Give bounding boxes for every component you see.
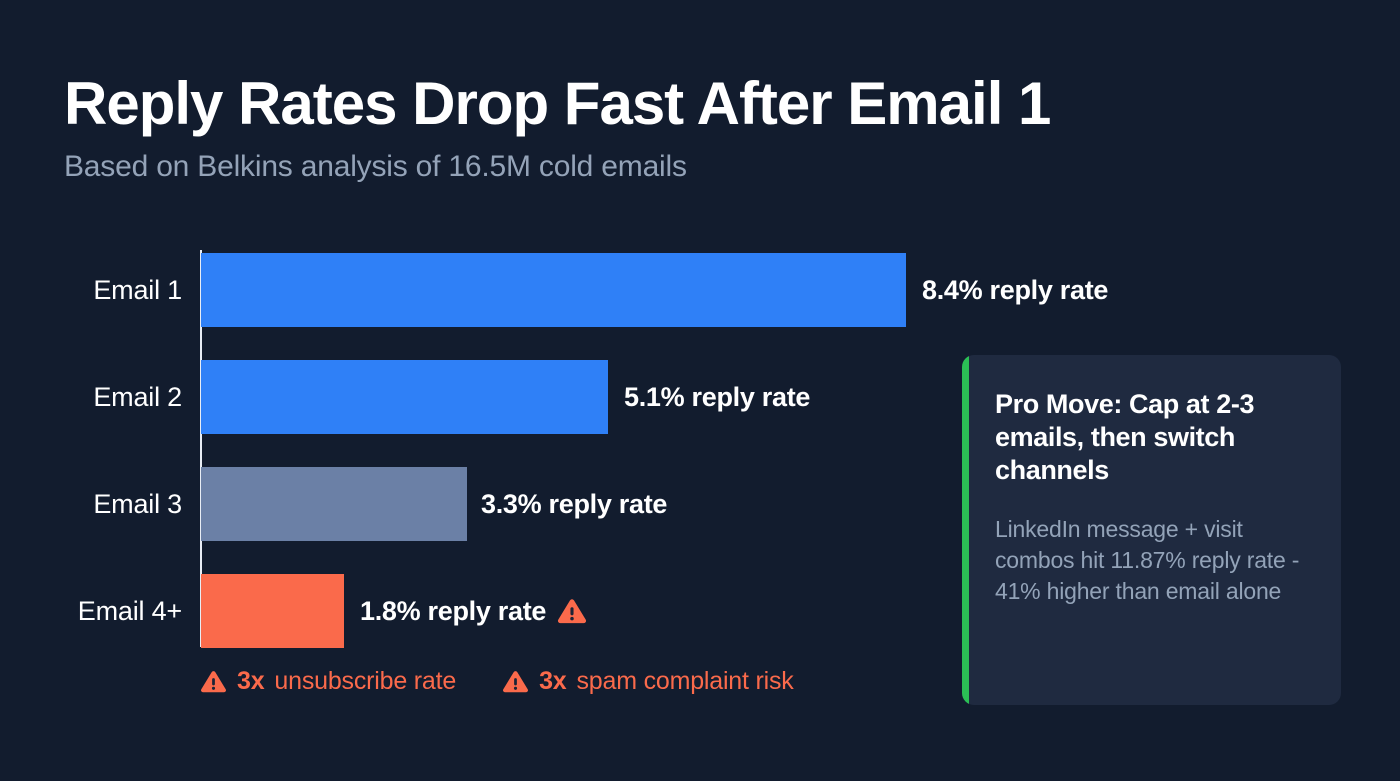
value-label-text: 5.1% reply rate xyxy=(624,381,811,412)
warning-triangle-icon xyxy=(557,598,587,625)
bar-email-1[interactable] xyxy=(201,253,906,327)
category-label-email-1: Email 1 xyxy=(93,274,182,305)
footnote-text: unsubscribe rate xyxy=(274,667,457,695)
bar-email-4-plus[interactable] xyxy=(201,574,344,648)
warning-triangle-icon xyxy=(502,670,529,694)
category-label-email-4-plus: Email 4+ xyxy=(77,595,182,626)
card-content: Pro Move: Cap at 2-3 emails, then switch… xyxy=(962,355,1341,607)
value-label-text: 1.8% reply rate xyxy=(360,595,547,626)
chart-row: Email 4+ 1.8% reply rate xyxy=(0,574,940,648)
chart-row: Email 3 3.3% reply rate xyxy=(0,467,940,541)
bar-email-2[interactable] xyxy=(201,360,608,434)
chart-row: Email 2 5.1% reply rate xyxy=(0,360,940,434)
category-label-email-2: Email 2 xyxy=(93,381,182,412)
category-label-email-3: Email 3 xyxy=(93,488,182,519)
value-label-text: 3.3% reply rate xyxy=(481,488,668,519)
page-subtitle: Based on Belkins analysis of 16.5M cold … xyxy=(64,149,687,183)
footnote-multiplier: 3x xyxy=(237,667,265,695)
value-label-email-3: 3.3% reply rate xyxy=(481,467,667,541)
bar-email-3[interactable] xyxy=(201,467,467,541)
footnote-multiplier: 3x xyxy=(539,667,567,695)
header: Reply Rates Drop Fast After Email 1 Base… xyxy=(64,70,1344,185)
footnote-unsubscribe: 3x unsubscribe rate xyxy=(200,667,456,696)
pro-move-card: Pro Move: Cap at 2-3 emails, then switch… xyxy=(962,355,1341,705)
value-label-email-1: 8.4% reply rate xyxy=(922,253,1108,327)
chart-axis-line xyxy=(200,250,202,647)
footnote-text: spam complaint risk xyxy=(576,667,794,695)
card-title: Pro Move: Cap at 2-3 emails, then switch… xyxy=(995,389,1255,486)
chart-row: Email 1 8.4% reply rate xyxy=(0,253,1108,327)
bar-chart: Email 1 8.4% reply rate Email 2 5.1% rep… xyxy=(0,246,1108,656)
value-label-email-2: 5.1% reply rate xyxy=(624,360,810,434)
footnote-row: 3x unsubscribe rate 3x spam complaint ri… xyxy=(200,667,794,696)
value-label-email-4-plus: 1.8% reply rate xyxy=(360,574,587,648)
footnote-spam: 3x spam complaint risk xyxy=(502,667,794,696)
card-body: LinkedIn message + visit combos hit 11.8… xyxy=(995,515,1300,604)
warning-triangle-icon xyxy=(200,670,227,694)
page-title: Reply Rates Drop Fast After Email 1 xyxy=(64,70,1051,137)
value-label-text: 8.4% reply rate xyxy=(922,274,1109,305)
card-accent-bar xyxy=(962,355,969,705)
